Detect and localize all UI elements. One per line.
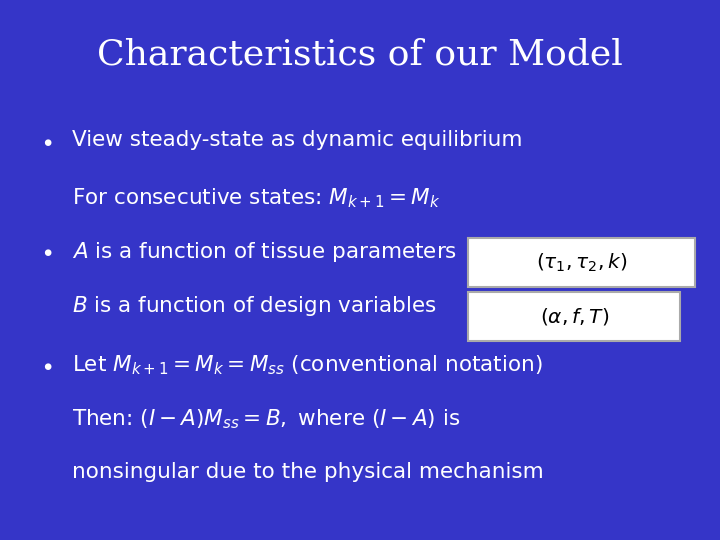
Text: $B$ is a function of design variables: $B$ is a function of design variables <box>72 294 437 318</box>
FancyBboxPatch shape <box>468 238 695 287</box>
Text: View steady-state as dynamic equilibrium: View steady-state as dynamic equilibrium <box>72 130 523 150</box>
Text: $(\tau_1, \tau_2, k)$: $(\tau_1, \tau_2, k)$ <box>536 251 627 274</box>
Text: Characteristics of our Model: Characteristics of our Model <box>97 38 623 72</box>
Text: $A$ is a function of tissue parameters: $A$ is a function of tissue parameters <box>72 240 457 264</box>
FancyBboxPatch shape <box>468 292 680 341</box>
Text: $\bullet$: $\bullet$ <box>40 354 52 377</box>
Text: Then: $(I - A)M_{ss}= B,$ where $(I - A)$ is: Then: $(I - A)M_{ss}= B,$ where $(I - A)… <box>72 408 460 431</box>
Text: $(\alpha, f, T)$: $(\alpha, f, T)$ <box>539 306 609 327</box>
Text: $\bullet$: $\bullet$ <box>40 130 52 153</box>
Text: Let $M_{k+1} = M_k = M_{ss}$ (conventional notation): Let $M_{k+1} = M_k = M_{ss}$ (convention… <box>72 354 543 377</box>
Text: For consecutive states: $M_{k+1} = M_k$: For consecutive states: $M_{k+1} = M_k$ <box>72 186 441 210</box>
Text: $\bullet$: $\bullet$ <box>40 240 52 264</box>
Text: nonsingular due to the physical mechanism: nonsingular due to the physical mechanis… <box>72 462 544 482</box>
